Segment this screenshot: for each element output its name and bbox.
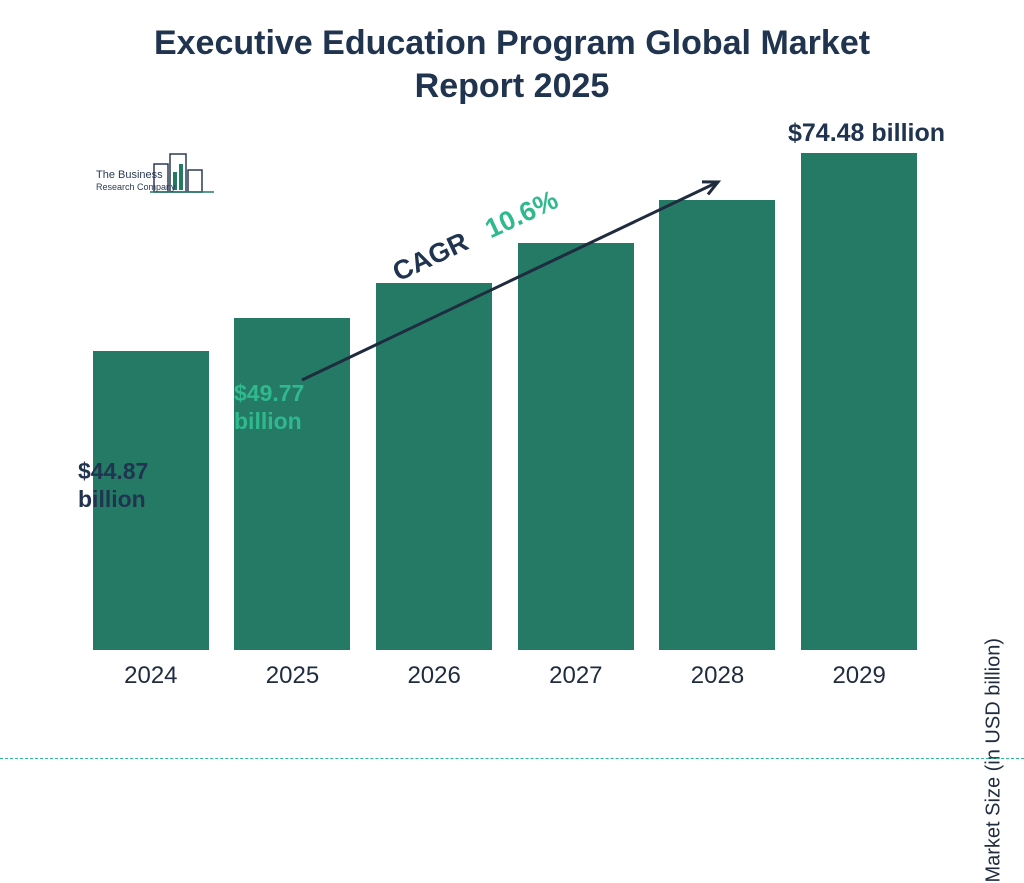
- bar-value-label: $49.77billion: [234, 380, 304, 435]
- y-axis-label: Market Size (in USD billion): [983, 638, 1006, 883]
- value-labels-layer: $44.87billion $49.77billion $74.48 billion: [0, 0, 1024, 768]
- footer-dashed-line: [0, 758, 1024, 759]
- bar-value-label: $74.48 billion: [788, 118, 945, 148]
- bar-value-label: $44.87billion: [78, 458, 148, 513]
